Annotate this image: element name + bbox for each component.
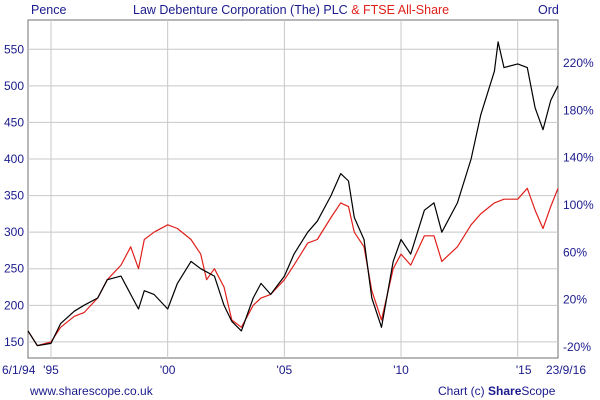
y-tick-label-left: 250 [4, 262, 24, 276]
credit-prefix: Chart (c) [438, 384, 489, 398]
y-tick-label-right: 180% [563, 103, 594, 117]
series-line-law-debenture [27, 41, 559, 347]
x-axis-ticks: 6/1/94 '95 '00 '05 '10 '15 23/9/16 [2, 363, 586, 377]
y-tick-label-left: 400 [4, 152, 24, 166]
y-tick-label-right: 220% [563, 56, 594, 70]
chart-credit: Chart (c) ShareScope [438, 384, 555, 398]
x-tick-label: '10 [393, 363, 409, 377]
y-tick-label-left: 450 [4, 115, 24, 129]
x-tick-label: '00 [160, 363, 176, 377]
plot-area [27, 19, 559, 359]
series-line-ftse-all-share [27, 187, 559, 347]
right-axis-ticks: -20% 20% 60% 100% 140% 180% 220% [563, 56, 594, 354]
y-tick-label-left: 300 [4, 225, 24, 239]
y-tick-label-right: 140% [563, 151, 594, 165]
grid-lines [28, 20, 558, 358]
x-tick-label: '15 [516, 363, 532, 377]
title-secondary-series: & FTSE All-Share [351, 3, 450, 17]
y-tick-label-right: 60% [563, 245, 587, 259]
y-tick-label-left: 500 [4, 79, 24, 93]
y-tick-label-right: 100% [563, 198, 594, 212]
credit-brand-bold: Share [488, 384, 522, 398]
y-tick-label-left: 550 [4, 42, 24, 56]
y-tick-label-left: 350 [4, 189, 24, 203]
y-tick-label-left: 150 [4, 335, 24, 349]
x-tick-label: '05 [277, 363, 293, 377]
x-tick-label: 6/1/94 [2, 363, 36, 377]
left-axis-ticks: 150 200 250 300 350 400 450 500 550 [4, 42, 24, 349]
right-axis-unit-label: Ord [538, 3, 559, 17]
left-axis-unit-label: Pence [31, 3, 67, 17]
x-tick-label: '95 [43, 363, 59, 377]
title-primary-series: Law Debenture Corporation (The) PLC [133, 3, 348, 17]
y-tick-label-right: 20% [563, 293, 587, 307]
y-tick-label-right: -20% [563, 340, 591, 354]
x-tick-label: 23/9/16 [546, 363, 586, 377]
credit-brand-rest: Scope [521, 384, 556, 398]
series-lines [27, 41, 559, 347]
website-link[interactable]: www.sharescope.co.uk [30, 384, 153, 398]
chart-title: Law Debenture Corporation (The) PLC & FT… [133, 3, 449, 17]
y-tick-label-left: 200 [4, 298, 24, 312]
